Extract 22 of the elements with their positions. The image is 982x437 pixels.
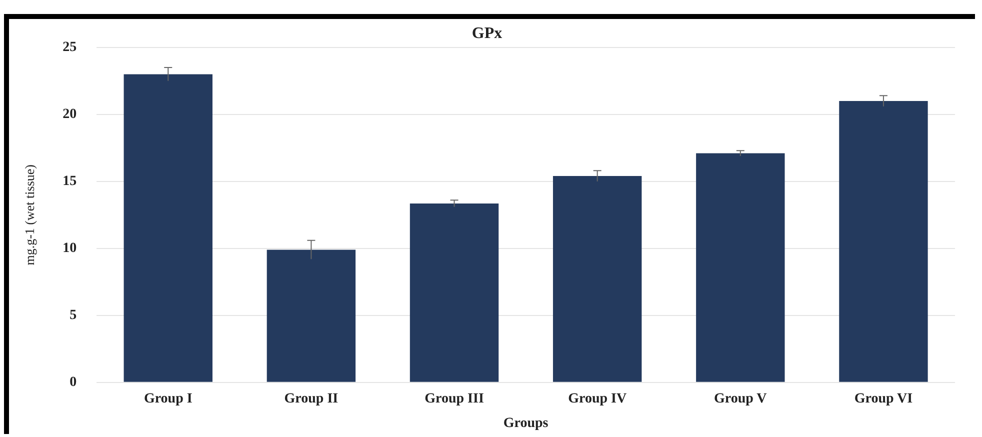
frame-border: Groups mg.g-1 (wet tissue) GPx Group I Group II Group III Group IV Group V Group VI 0 5 10 15 20 25	[4, 14, 975, 434]
bar	[839, 101, 928, 382]
bar	[552, 176, 642, 382]
x-tick-label: Group V	[714, 391, 767, 406]
bar	[266, 250, 356, 382]
y-tick-label: 10	[62, 241, 77, 256]
bar	[696, 153, 785, 382]
x-tick-label: Group III	[424, 391, 484, 406]
bar	[410, 204, 499, 382]
chart-title: GPx	[472, 24, 502, 42]
y-tick-label: 0	[70, 375, 77, 390]
y-tick-label: 20	[62, 107, 77, 122]
y-tick-label: 25	[62, 40, 77, 56]
x-tick-label: Group IV	[568, 391, 627, 406]
x-tick-label: Group II	[284, 391, 338, 406]
x-tick-label: Group I	[144, 391, 192, 406]
bar	[124, 74, 212, 382]
y-tick-label: 15	[62, 174, 77, 190]
y-tick-label: 5	[70, 308, 77, 324]
x-tick-label: Group VI	[854, 391, 913, 406]
x-axis-title: Groups	[503, 416, 549, 432]
y-axis-title: mg.g-1 (wet tissue)	[22, 164, 38, 266]
